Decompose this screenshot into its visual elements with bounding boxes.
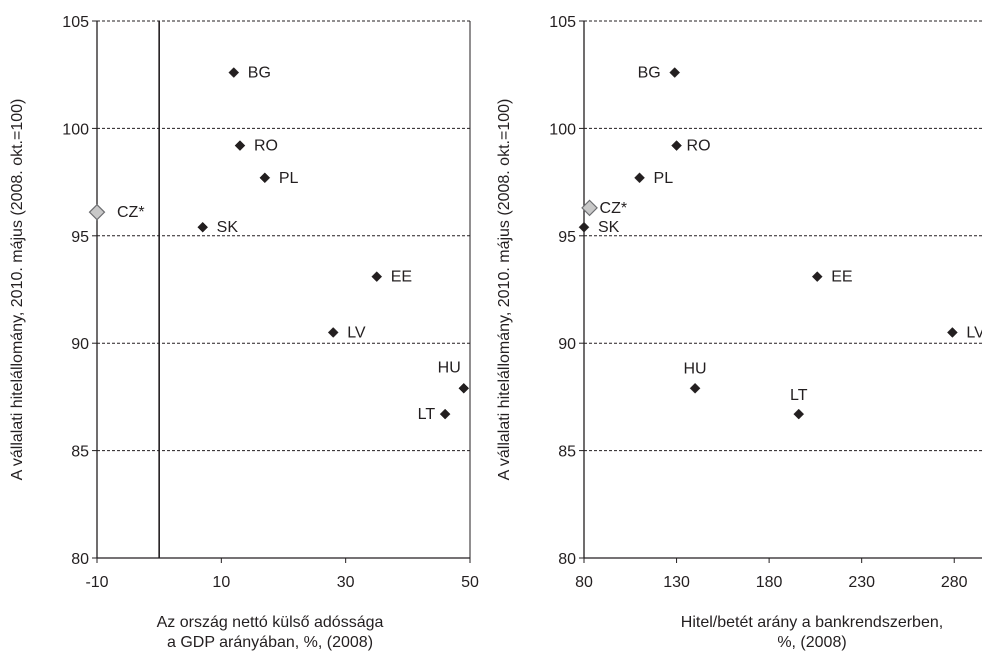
data-label-ee: EE: [831, 269, 852, 286]
data-point-pl: [259, 172, 271, 184]
data-point-cz: [581, 199, 598, 217]
data-label-sk: SK: [217, 219, 239, 236]
x-tick-label: 280: [941, 574, 968, 591]
x-axis-title-line: Az ország nettó külső adóssága: [157, 614, 384, 631]
data-label-ro: RO: [687, 138, 711, 155]
y-tick-label: 105: [549, 14, 576, 31]
x-tick-label: 80: [575, 574, 593, 591]
data-label-bg: BG: [248, 65, 271, 82]
y-tick-label: 100: [549, 121, 576, 138]
y-tick-label: 95: [71, 229, 89, 246]
data-label-lv: LV: [347, 324, 366, 341]
data-point-sk: [578, 221, 590, 233]
y-tick-label: 85: [71, 444, 89, 461]
data-label-hu: HU: [438, 359, 461, 376]
y-axis-title: A vállalati hitelállomány, 2010. május (…: [9, 99, 26, 481]
y-tick-label: 80: [71, 551, 89, 568]
data-label-lt: LT: [418, 406, 436, 423]
y-tick-label: 90: [71, 336, 89, 353]
data-label-cz: CZ*: [600, 200, 628, 217]
data-label-ro: RO: [254, 138, 278, 155]
data-label-hu: HU: [684, 360, 707, 377]
data-point-ro: [671, 140, 682, 151]
x-tick-label: 50: [461, 574, 479, 591]
x-tick-label: -10: [85, 574, 108, 591]
x-tick-label: 10: [212, 574, 230, 591]
y-tick-label: 90: [558, 336, 576, 353]
data-point-bg: [228, 67, 240, 78]
data-point-bg: [669, 67, 681, 78]
y-tick-label: 80: [558, 551, 576, 568]
y-tick-label: 100: [62, 121, 89, 138]
data-point-lv: [327, 327, 339, 338]
y-axis-title: A vállalati hitelállomány, 2010. május (…: [496, 99, 513, 481]
x-tick-label: 180: [756, 574, 783, 591]
data-point-cz: [88, 203, 106, 221]
data-point-ee: [811, 271, 823, 282]
data-point-ro: [234, 140, 246, 151]
data-point-sk: [197, 221, 209, 233]
data-point-lt: [439, 408, 451, 420]
chart-panel-2: 80 85 90 95 100 105 80 130 180 230 280 A vállalati …: [496, 14, 982, 651]
x-axis-title-line: a GDP arányában, %, (2008): [167, 634, 373, 651]
data-label-lv: LV: [966, 324, 982, 341]
data-point-hu: [689, 382, 701, 394]
chart-panel-1: 80 85 90 95 100 105 -10 10 30 50 A vállalati hitel…: [9, 14, 479, 651]
data-label-pl: PL: [654, 170, 674, 187]
x-tick-label: 230: [848, 574, 875, 591]
x-axis-title-line: Hitel/betét arány a bankrendszerben,: [681, 614, 943, 631]
x-axis-title-line: %, (2008): [777, 634, 846, 651]
x-tick-label: 130: [663, 574, 690, 591]
data-point-ee: [371, 271, 383, 282]
data-point-lv: [947, 327, 958, 338]
data-point-pl: [634, 172, 645, 184]
data-label-cz: CZ*: [117, 204, 145, 221]
data-label-pl: PL: [279, 170, 299, 187]
data-label-lt: LT: [790, 387, 808, 404]
y-tick-label: 105: [62, 14, 89, 31]
data-label-ee: EE: [391, 269, 412, 286]
x-tick-label: 30: [337, 574, 355, 591]
y-tick-label: 85: [558, 444, 576, 461]
data-label-bg: BG: [638, 65, 661, 82]
y-tick-label: 95: [558, 229, 576, 246]
data-point-hu: [458, 382, 470, 394]
data-point-lt: [793, 408, 805, 420]
data-label-sk: SK: [598, 219, 620, 236]
